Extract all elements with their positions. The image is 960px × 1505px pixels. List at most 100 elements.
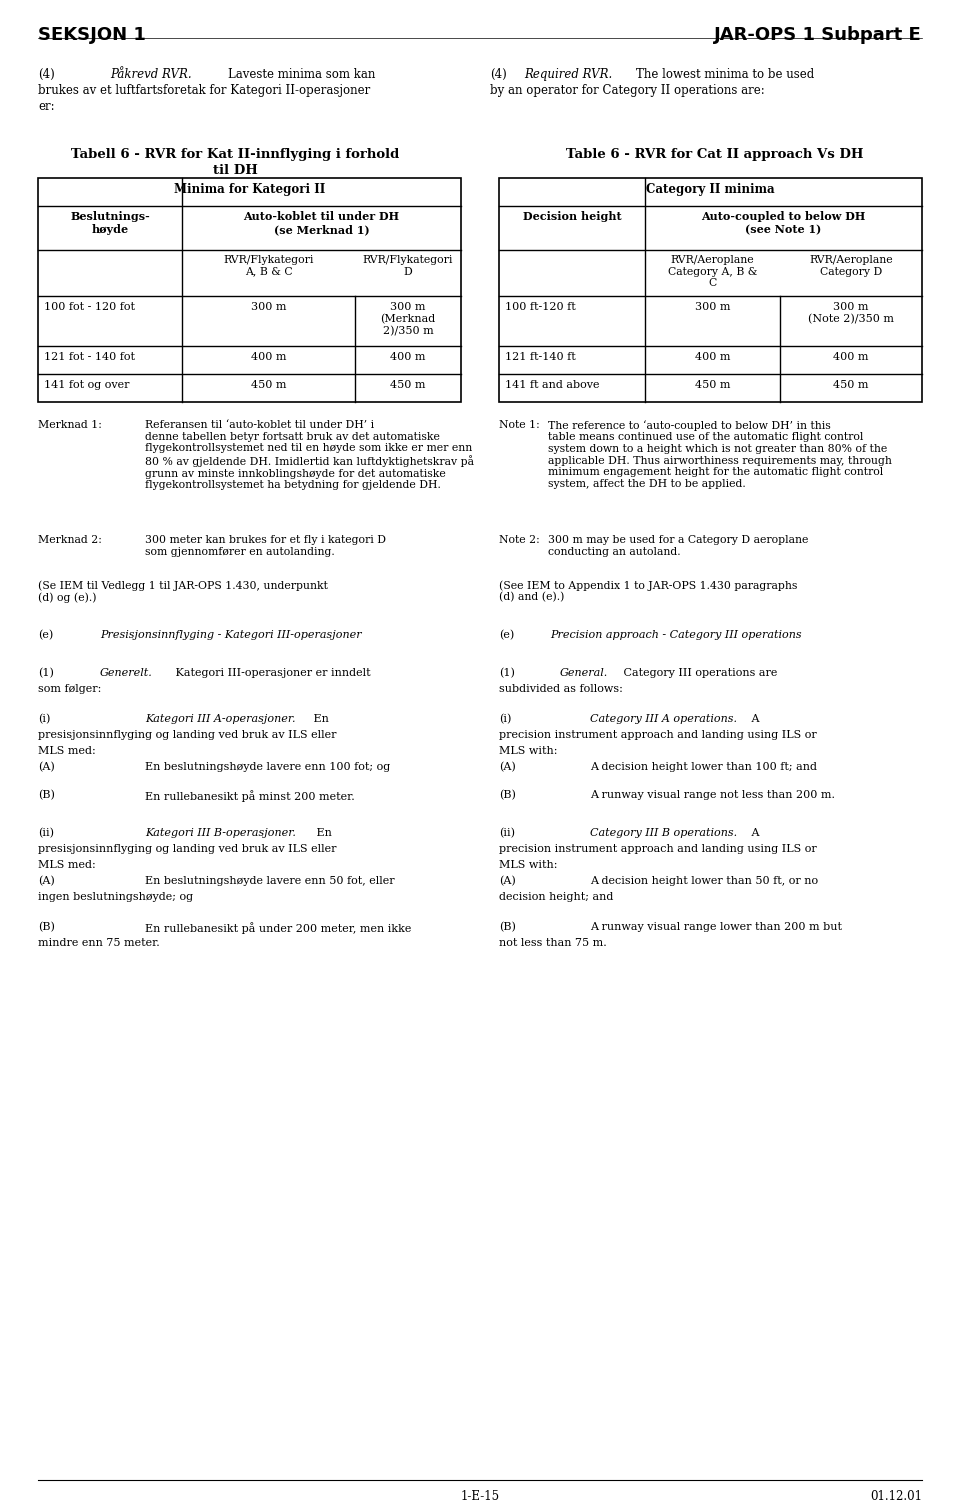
Text: Beslutnings-
høyde: Beslutnings- høyde: [70, 211, 150, 235]
Text: (ii): (ii): [499, 828, 515, 838]
Text: 300 m
(Note 2)/350 m: 300 m (Note 2)/350 m: [808, 303, 894, 324]
Text: (B): (B): [38, 790, 55, 801]
Text: (e): (e): [499, 631, 515, 640]
Text: 100 fot - 120 fot: 100 fot - 120 fot: [44, 303, 135, 312]
Text: RVR/Flykategori
A, B & C: RVR/Flykategori A, B & C: [224, 254, 314, 277]
Text: Category II minima: Category II minima: [646, 184, 775, 196]
Text: 100 ft-120 ft: 100 ft-120 ft: [505, 303, 576, 312]
Text: Table 6 - RVR for Cat II approach Vs DH: Table 6 - RVR for Cat II approach Vs DH: [566, 147, 864, 161]
Text: JAR-OPS 1 Subpart E: JAR-OPS 1 Subpart E: [714, 26, 922, 44]
Text: precision instrument approach and landing using ILS or: precision instrument approach and landin…: [499, 730, 817, 740]
Text: Merknad 2:: Merknad 2:: [38, 534, 102, 545]
Text: 300 m: 300 m: [695, 303, 731, 312]
Text: 121 fot - 140 fot: 121 fot - 140 fot: [44, 352, 135, 363]
Text: decision height; and: decision height; and: [499, 892, 613, 901]
Text: brukes av et luftfartsforetak for Kategori II-operasjoner: brukes av et luftfartsforetak for Katego…: [38, 84, 371, 96]
Text: 141 fot og over: 141 fot og over: [44, 379, 130, 390]
Text: En: En: [310, 713, 329, 724]
Text: Kategori III B-operasjoner.: Kategori III B-operasjoner.: [145, 828, 296, 838]
Text: (A): (A): [499, 762, 516, 772]
Text: En rullebanesikt på minst 200 meter.: En rullebanesikt på minst 200 meter.: [145, 790, 355, 802]
Text: 121 ft-140 ft: 121 ft-140 ft: [505, 352, 576, 363]
Bar: [499, 178, 922, 402]
Text: Referansen til ‘auto-koblet til under DH’ i
denne tabellen betyr fortsatt bruk a: Referansen til ‘auto-koblet til under DH…: [145, 420, 474, 491]
Text: (A): (A): [38, 762, 55, 772]
Text: (i): (i): [38, 713, 50, 724]
Text: (B): (B): [38, 923, 55, 932]
Text: Tabell 6 - RVR for Kat II-innflyging i forhold: Tabell 6 - RVR for Kat II-innflyging i f…: [71, 147, 399, 161]
Text: Minima for Kategori II: Minima for Kategori II: [174, 184, 325, 196]
Text: er:: er:: [38, 99, 55, 113]
Text: (B): (B): [499, 923, 516, 932]
Text: General.: General.: [560, 668, 609, 677]
Bar: [38, 178, 461, 402]
Text: MLS with:: MLS with:: [499, 746, 558, 756]
Text: mindre enn 75 meter.: mindre enn 75 meter.: [38, 938, 159, 948]
Text: subdivided as follows:: subdivided as follows:: [499, 683, 623, 694]
Text: (B): (B): [499, 790, 516, 801]
Text: The lowest minima to be used: The lowest minima to be used: [636, 68, 814, 81]
Text: Auto-coupled to below DH
(see Note 1): Auto-coupled to below DH (see Note 1): [702, 211, 866, 235]
Text: MLS med:: MLS med:: [38, 859, 96, 870]
Text: Required RVR.: Required RVR.: [524, 68, 612, 81]
Text: precision instrument approach and landing using ILS or: precision instrument approach and landin…: [499, 844, 817, 853]
Text: 400 m: 400 m: [391, 352, 425, 363]
Text: Note 1:: Note 1:: [499, 420, 540, 430]
Text: (ii): (ii): [38, 828, 54, 838]
Text: RVR/Aeroplane
Category D: RVR/Aeroplane Category D: [809, 254, 893, 277]
Text: (Se IEM til Vedlegg 1 til JAR-OPS 1.430, underpunkt
(d) og (e).): (Se IEM til Vedlegg 1 til JAR-OPS 1.430,…: [38, 579, 328, 604]
Text: Generelt.: Generelt.: [100, 668, 153, 677]
Text: Merknad 1:: Merknad 1:: [38, 420, 102, 430]
Text: 450 m: 450 m: [251, 379, 286, 390]
Text: Kategori III A-operasjoner.: Kategori III A-operasjoner.: [145, 713, 296, 724]
Text: som følger:: som følger:: [38, 683, 102, 694]
Text: The reference to ‘auto-coupled to below DH’ in this
table means continued use of: The reference to ‘auto-coupled to below …: [548, 420, 892, 489]
Text: (1): (1): [499, 668, 515, 679]
Text: 300 m
(Merknad
2)/350 m: 300 m (Merknad 2)/350 m: [380, 303, 436, 336]
Text: 300 m: 300 m: [251, 303, 286, 312]
Text: 400 m: 400 m: [833, 352, 869, 363]
Text: En beslutningshøyde lavere enn 50 fot, eller: En beslutningshøyde lavere enn 50 fot, e…: [145, 876, 395, 886]
Text: Kategori III-operasjoner er inndelt: Kategori III-operasjoner er inndelt: [172, 668, 371, 677]
Text: SEKSJON 1: SEKSJON 1: [38, 26, 146, 44]
Text: by an operator for Category II operations are:: by an operator for Category II operation…: [490, 84, 765, 96]
Text: (i): (i): [499, 713, 512, 724]
Text: A: A: [748, 828, 759, 838]
Text: A decision height lower than 50 ft, or no: A decision height lower than 50 ft, or n…: [590, 876, 818, 886]
Text: A runway visual range not less than 200 m.: A runway visual range not less than 200 …: [590, 790, 835, 801]
Text: (1): (1): [38, 668, 54, 679]
Text: (4): (4): [38, 68, 55, 81]
Text: 400 m: 400 m: [251, 352, 286, 363]
Text: En rullebanesikt på under 200 meter, men ikke: En rullebanesikt på under 200 meter, men…: [145, 923, 412, 933]
Text: MLS med:: MLS med:: [38, 746, 96, 756]
Text: A runway visual range lower than 200 m but: A runway visual range lower than 200 m b…: [590, 923, 842, 932]
Text: presisjonsinnflyging og landing ved bruk av ILS eller: presisjonsinnflyging og landing ved bruk…: [38, 844, 337, 853]
Text: Category III B operations.: Category III B operations.: [590, 828, 737, 838]
Text: ingen beslutningshøyde; og: ingen beslutningshøyde; og: [38, 892, 193, 901]
Text: Laveste minima som kan: Laveste minima som kan: [228, 68, 375, 81]
Text: (4): (4): [490, 68, 507, 81]
Text: Category III A operations.: Category III A operations.: [590, 713, 737, 724]
Text: (A): (A): [499, 876, 516, 886]
Text: En beslutningshøyde lavere enn 100 fot; og: En beslutningshøyde lavere enn 100 fot; …: [145, 762, 391, 772]
Text: 450 m: 450 m: [391, 379, 425, 390]
Text: 300 m may be used for a Category D aeroplane
conducting an autoland.: 300 m may be used for a Category D aerop…: [548, 534, 808, 557]
Text: Presisjonsinnflyging - Kategori III-operasjoner: Presisjonsinnflyging - Kategori III-oper…: [100, 631, 362, 640]
Text: RVR/Aeroplane
Category A, B &
C: RVR/Aeroplane Category A, B & C: [668, 254, 757, 287]
Text: A decision height lower than 100 ft; and: A decision height lower than 100 ft; and: [590, 762, 817, 772]
Text: Note 2:: Note 2:: [499, 534, 540, 545]
Text: Auto-koblet til under DH
(se Merknad 1): Auto-koblet til under DH (se Merknad 1): [244, 211, 399, 235]
Text: (A): (A): [38, 876, 55, 886]
Text: A: A: [748, 713, 759, 724]
Text: not less than 75 m.: not less than 75 m.: [499, 938, 607, 948]
Text: En: En: [313, 828, 332, 838]
Text: til DH: til DH: [212, 164, 257, 178]
Text: 400 m: 400 m: [695, 352, 731, 363]
Text: presisjonsinnflyging og landing ved bruk av ILS eller: presisjonsinnflyging og landing ved bruk…: [38, 730, 337, 740]
Text: Decision height: Decision height: [522, 211, 621, 223]
Text: 1-E-15: 1-E-15: [461, 1490, 499, 1503]
Text: Påkrevd RVR.: Påkrevd RVR.: [110, 68, 192, 81]
Text: (See IEM to Appendix 1 to JAR-OPS 1.430 paragraphs
(d) and (e).): (See IEM to Appendix 1 to JAR-OPS 1.430 …: [499, 579, 798, 602]
Text: MLS with:: MLS with:: [499, 859, 558, 870]
Text: Precision approach - Category III operations: Precision approach - Category III operat…: [550, 631, 802, 640]
